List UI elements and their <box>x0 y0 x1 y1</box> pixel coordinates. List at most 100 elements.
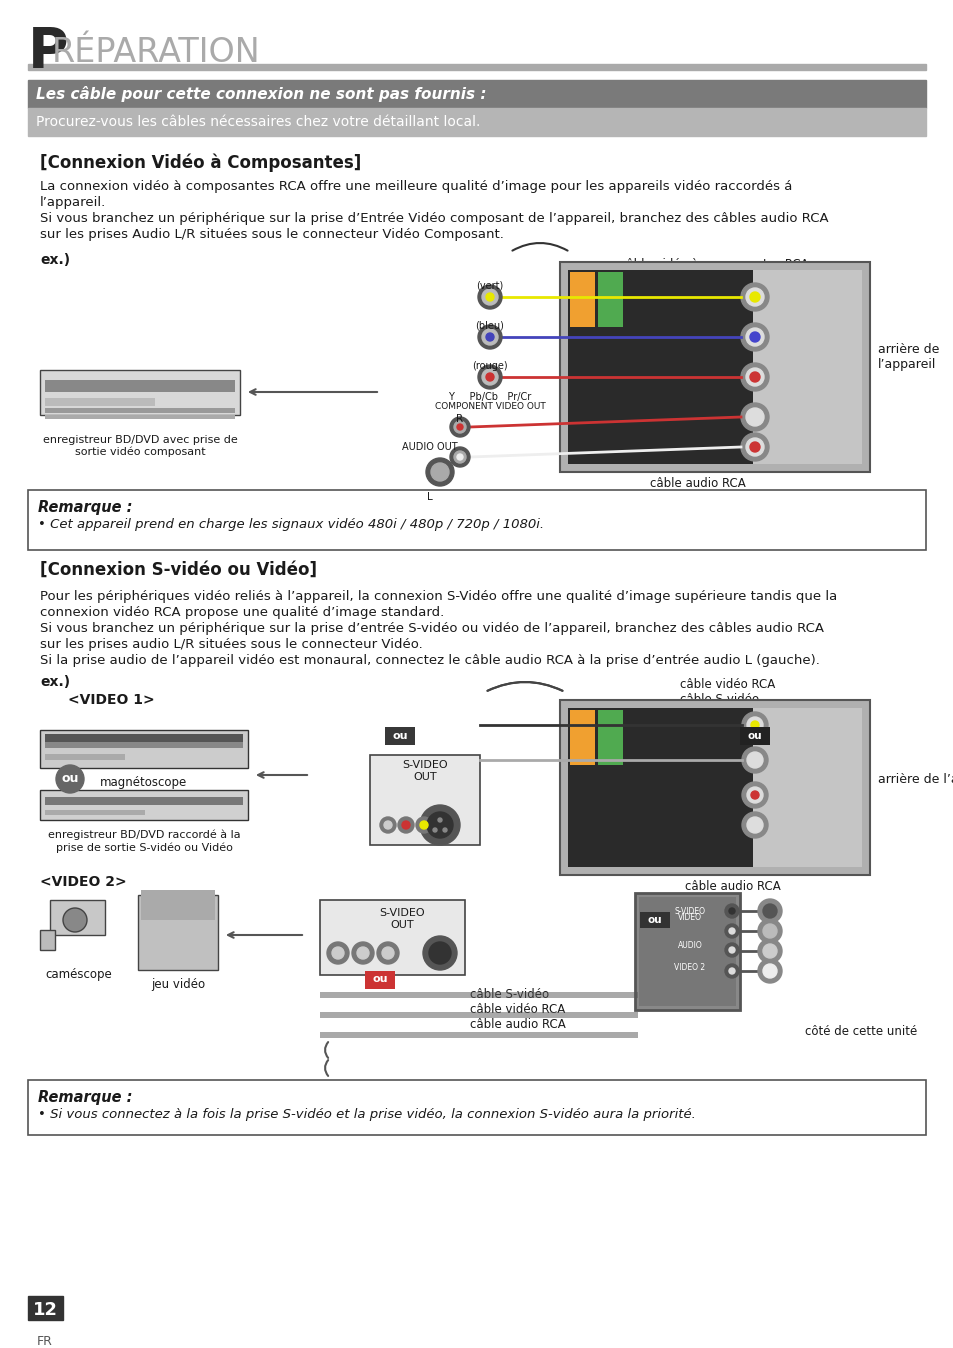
Text: FR: FR <box>37 1335 52 1348</box>
Text: l’appareil.: l’appareil. <box>40 195 106 209</box>
Text: côté de cette unité: côté de cette unité <box>804 1024 916 1038</box>
Circle shape <box>762 905 776 918</box>
Circle shape <box>379 817 395 833</box>
Circle shape <box>419 805 459 845</box>
Circle shape <box>433 828 436 832</box>
Bar <box>45 754 125 760</box>
Circle shape <box>758 940 781 962</box>
Bar <box>370 755 479 845</box>
Bar <box>45 398 154 406</box>
Circle shape <box>416 817 432 833</box>
Circle shape <box>327 942 349 964</box>
Text: ex.): ex.) <box>40 675 71 689</box>
Text: câble vidéo à composantes RCA: câble vidéo à composantes RCA <box>619 257 808 271</box>
Circle shape <box>749 293 760 302</box>
Text: Y     Pb/Cb   Pr/Cr: Y Pb/Cb Pr/Cr <box>448 392 531 402</box>
Circle shape <box>431 462 449 481</box>
Bar <box>141 890 214 919</box>
Text: <VIDEO 1>: <VIDEO 1> <box>68 693 154 706</box>
Text: ou: ou <box>372 975 387 984</box>
Bar <box>40 369 240 415</box>
Circle shape <box>485 333 494 341</box>
Text: Si vous branchez un périphérique sur la prise d’Entrée Vidéo composant de l’appa: Si vous branchez un périphérique sur la … <box>40 212 828 225</box>
Text: câble vidéo RCA: câble vidéo RCA <box>679 678 775 692</box>
Circle shape <box>745 368 763 386</box>
Bar <box>567 270 752 464</box>
Text: • Si vous connectez à la fois la prise S-vidéo et la prise vidéo, la connexion S: • Si vous connectez à la fois la prise S… <box>38 1108 695 1122</box>
Circle shape <box>456 425 462 430</box>
Circle shape <box>63 909 87 931</box>
Text: VIDEO 2: VIDEO 2 <box>674 964 705 972</box>
Text: AUDIO: AUDIO <box>677 941 701 949</box>
Circle shape <box>381 948 394 958</box>
Circle shape <box>746 817 762 833</box>
Text: enregistreur BD/DVD avec prise de
sortie vidéo composant: enregistreur BD/DVD avec prise de sortie… <box>43 435 237 457</box>
Circle shape <box>454 452 465 462</box>
Text: ou: ou <box>61 772 78 786</box>
Text: ex.): ex.) <box>40 253 71 267</box>
Circle shape <box>481 369 497 386</box>
Text: ou: ou <box>647 915 661 925</box>
Bar <box>28 1080 925 1135</box>
Bar <box>385 727 415 745</box>
Text: [Connexion S-vidéo ou Vidéo]: [Connexion S-vidéo ou Vidéo] <box>40 561 316 580</box>
Circle shape <box>477 325 501 349</box>
Circle shape <box>758 899 781 923</box>
Text: arrière de
l’appareil: arrière de l’appareil <box>877 342 939 371</box>
Text: Remarque :: Remarque : <box>38 500 132 515</box>
Bar <box>559 700 869 875</box>
Bar <box>28 108 925 136</box>
Text: ou: ou <box>392 731 407 741</box>
Text: VIDEO: VIDEO <box>678 914 701 922</box>
Text: Procurez-vous les câbles nécessaires chez votre détaillant local.: Procurez-vous les câbles nécessaires che… <box>36 115 480 129</box>
Bar <box>28 1295 63 1320</box>
Bar <box>319 1033 638 1038</box>
Circle shape <box>56 766 84 793</box>
Bar <box>45 737 243 748</box>
Circle shape <box>750 821 759 829</box>
Bar <box>569 710 595 766</box>
Bar <box>569 272 595 328</box>
Circle shape <box>401 821 410 829</box>
Circle shape <box>741 811 767 838</box>
Circle shape <box>749 412 760 422</box>
Circle shape <box>427 811 453 838</box>
Text: (vert): (vert) <box>476 280 503 291</box>
Bar <box>567 708 752 867</box>
Circle shape <box>746 787 762 803</box>
Text: RÉPARATION: RÉPARATION <box>52 35 260 69</box>
Circle shape <box>481 329 497 345</box>
Text: R: R <box>456 414 463 425</box>
Circle shape <box>724 905 739 918</box>
Text: câble S-vidéo: câble S-vidéo <box>470 988 549 1002</box>
Bar <box>45 735 243 741</box>
Circle shape <box>750 721 759 729</box>
Text: (rouge): (rouge) <box>472 361 507 371</box>
Bar <box>319 900 464 975</box>
Circle shape <box>397 817 414 833</box>
Text: L: L <box>427 492 433 501</box>
Circle shape <box>724 964 739 979</box>
Circle shape <box>456 454 462 460</box>
Circle shape <box>356 948 369 958</box>
Circle shape <box>758 919 781 944</box>
Circle shape <box>384 821 392 829</box>
Text: S-VIDEO: S-VIDEO <box>674 906 705 915</box>
Circle shape <box>485 293 494 301</box>
Bar <box>40 930 55 950</box>
Bar <box>598 272 622 328</box>
Circle shape <box>762 964 776 979</box>
Circle shape <box>746 717 762 733</box>
Text: Si vous branchez un périphérique sur la prise d’entrée S-vidéo ou vidéo de l’app: Si vous branchez un périphérique sur la … <box>40 621 823 635</box>
Text: 12: 12 <box>32 1301 57 1318</box>
Bar <box>45 408 234 412</box>
Text: Remarque :: Remarque : <box>38 1091 132 1105</box>
Text: câble vidéo RCA: câble vidéo RCA <box>470 1003 565 1016</box>
Circle shape <box>740 283 768 311</box>
Text: câble audio RCA: câble audio RCA <box>470 1018 565 1031</box>
Bar <box>50 900 105 936</box>
Circle shape <box>741 712 767 737</box>
Text: sur les prises Audio L/R situées sous le connecteur Vidéo Composant.: sur les prises Audio L/R situées sous le… <box>40 228 503 241</box>
Bar <box>635 892 740 1010</box>
Circle shape <box>740 433 768 461</box>
